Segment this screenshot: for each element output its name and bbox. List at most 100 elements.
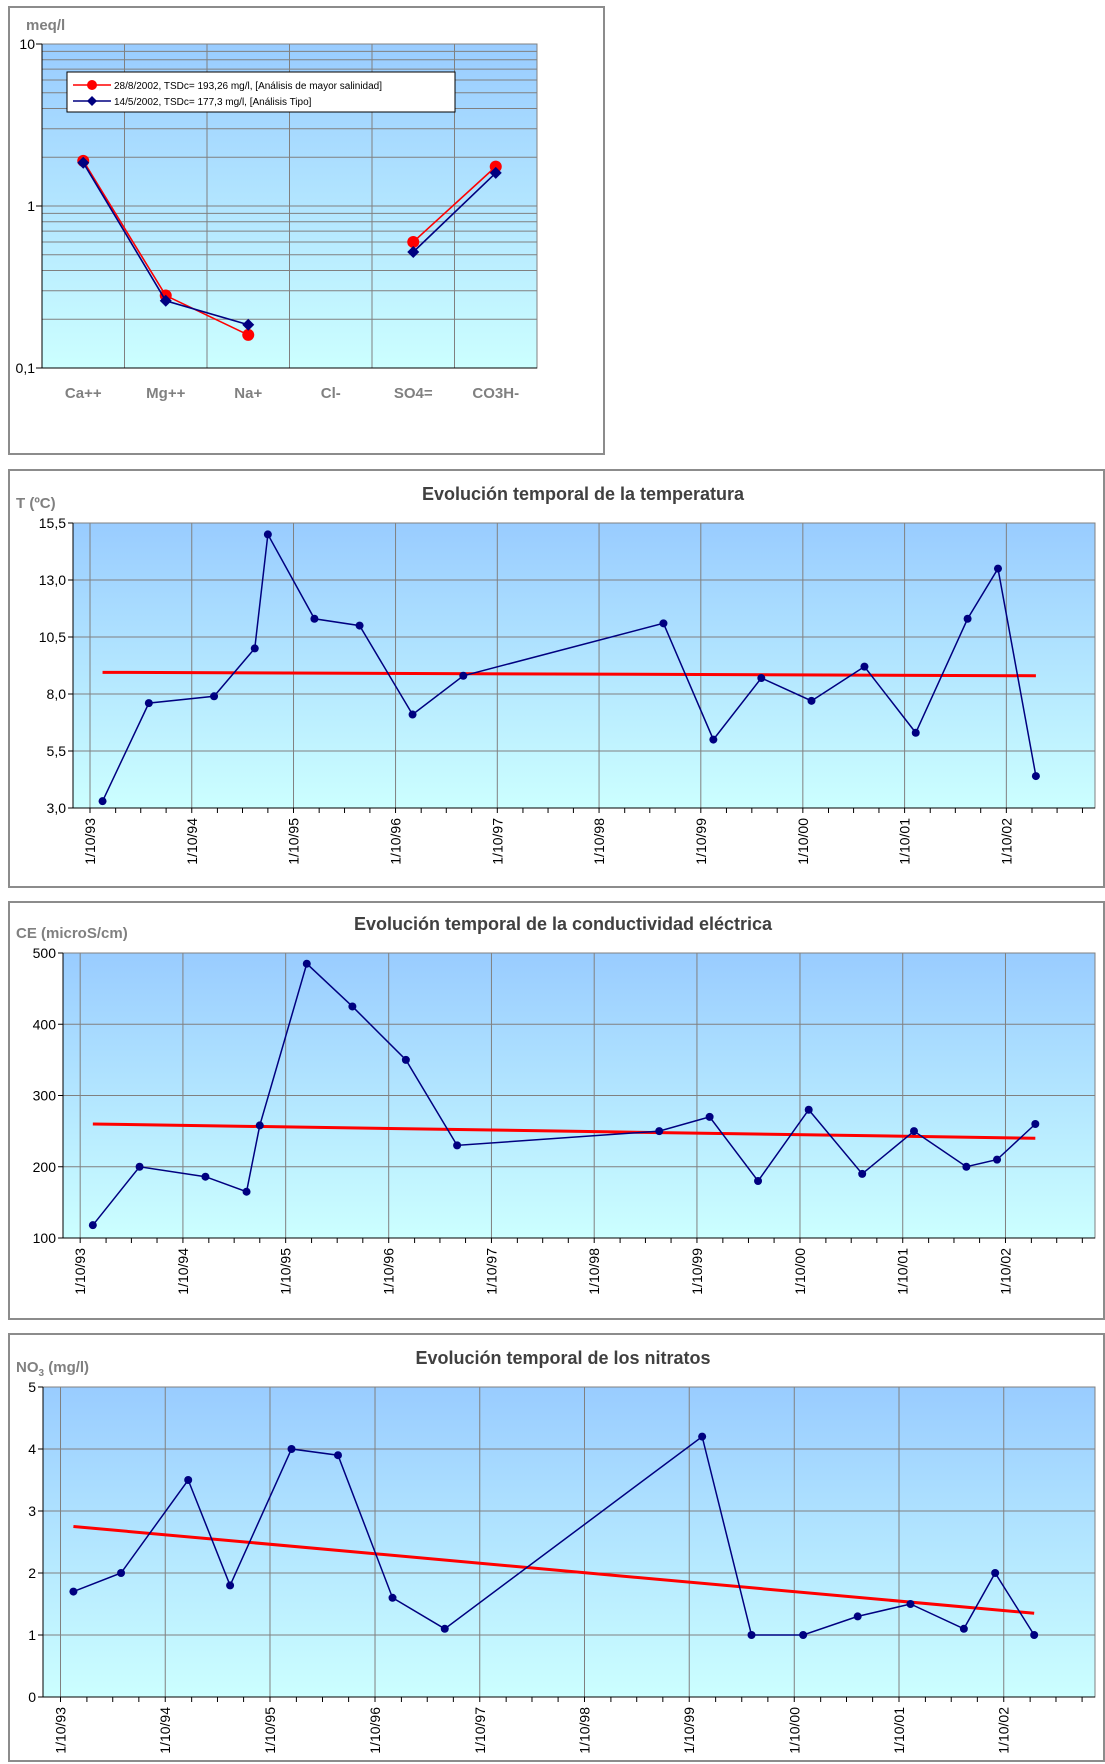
- data-point: [959, 1624, 968, 1633]
- data-point: [355, 621, 364, 630]
- data-point: [440, 1624, 449, 1633]
- data-point: [1031, 1120, 1040, 1128]
- data-point: [489, 160, 502, 173]
- y-tick-label: 1: [28, 1627, 36, 1643]
- trend-line-series: [73, 1525, 1035, 1615]
- plot-area: [43, 1387, 1095, 1697]
- y-axis-label: NO3 (mg/l): [16, 1359, 89, 1379]
- data-point: [993, 1155, 1002, 1164]
- y-tick-label: 8,0: [47, 686, 67, 702]
- data-point: [705, 1112, 714, 1121]
- x-category-label: Mg++: [146, 385, 185, 402]
- x-tick-label: 1/10/98: [576, 1707, 592, 1754]
- data-point: [962, 1162, 971, 1171]
- data-point: [1030, 1631, 1039, 1639]
- data-point: [659, 619, 668, 628]
- conductivity-chart-panel: 500 400 300 200 100 1/10/93 1/10/94 1/10/95 1/10…: [8, 901, 1105, 1320]
- x-tick-label: 1/10/99: [693, 818, 709, 865]
- data-point: [333, 1451, 342, 1460]
- x-tick-label: 1/10/98: [591, 818, 607, 865]
- data-point: [991, 1569, 1000, 1577]
- data-point: [655, 1127, 664, 1136]
- x-category-label: Na+: [234, 385, 262, 402]
- nitrate-chart: 5 4 3 2 1 0 1/10/93 1/10/94 1/10/95 1/10/96 1/10/9…: [16, 1348, 1096, 1754]
- y-axis-label-sub: 3: [39, 1368, 45, 1379]
- y-axis-label-part: NO: [16, 1359, 39, 1376]
- x-tick-label: 1/10/01: [891, 1707, 907, 1754]
- data-point: [242, 318, 255, 331]
- data-point: [242, 1187, 251, 1196]
- x-tick-label: 1/10/02: [997, 1248, 1013, 1295]
- data-point: [1031, 772, 1040, 781]
- data-point: [453, 1141, 462, 1150]
- data-point: [242, 328, 255, 341]
- trend-line-series: [102, 670, 1036, 678]
- y-tick-label: 100: [33, 1230, 57, 1246]
- legend-swatch-marker: [87, 80, 97, 90]
- trend-line: [92, 1122, 1036, 1140]
- series-tipo: [77, 156, 502, 331]
- x-tick-label: 1/10/95: [286, 818, 302, 865]
- data-point: [159, 294, 172, 307]
- y-axis-label: CE (microS/cm): [16, 925, 128, 942]
- data-point: [963, 614, 972, 623]
- data-point: [88, 1221, 97, 1230]
- chart-title: Evolución temporal de la temperatura: [422, 484, 745, 504]
- data-point: [226, 1581, 235, 1590]
- x-tick-label: 1/10/97: [472, 1707, 488, 1754]
- data-series: [98, 530, 1040, 806]
- data-point: [401, 1055, 410, 1064]
- trend-line: [102, 670, 1036, 678]
- ion-chart: meq/l 10 1 0,1 Ca++ Mg++ Na+ Cl- SO4= CO3H- 28/8/2…: [16, 17, 538, 402]
- data-series: [69, 1432, 1039, 1639]
- data-point: [804, 1105, 813, 1114]
- legend-box: [66, 71, 456, 113]
- y-axis-label-part: (mg/l): [44, 1359, 89, 1376]
- temperature-chart-panel: 15,5 13,0 10,5 8,0 5,5 3,0 1/10/93 1/10/94 1/10/…: [8, 469, 1105, 888]
- data-point: [754, 1177, 763, 1185]
- data-point: [909, 1127, 918, 1136]
- x-category-label: Cl-: [321, 385, 341, 402]
- x-tick-label: 1/10/99: [681, 1707, 697, 1754]
- x-tick-label: 1/10/93: [53, 1707, 69, 1754]
- x-tick-label: 1/10/01: [897, 818, 913, 865]
- legend-entry: 28/8/2002, TSDc= 193,26 mg/l, [Análisis …: [114, 81, 382, 92]
- data-point: [255, 1121, 264, 1130]
- x-tick-label: 1/10/00: [795, 818, 811, 865]
- data-point: [310, 614, 319, 623]
- y-tick-label: 3,0: [47, 800, 67, 816]
- y-tick-label: 200: [33, 1159, 57, 1175]
- data-point: [807, 696, 816, 705]
- data-point: [250, 644, 259, 653]
- y-tick-label: 10: [19, 36, 35, 52]
- data-point: [348, 1002, 357, 1011]
- legend-swatch-marker: [87, 96, 97, 106]
- x-tick-label: 1/10/94: [175, 1248, 191, 1295]
- data-point: [388, 1593, 397, 1602]
- data-point: [287, 1445, 296, 1453]
- data-point: [799, 1631, 808, 1639]
- conductivity-chart: 500 400 300 200 100 1/10/93 1/10/94 1/10/95 1/10…: [16, 914, 1096, 1295]
- x-tick-label: 1/10/02: [998, 818, 1014, 865]
- x-tick-label: 1/10/93: [82, 818, 98, 865]
- x-tick-label: 1/10/93: [72, 1248, 88, 1295]
- x-tick-label: 1/10/97: [483, 1248, 499, 1295]
- nitrate-chart-panel: 5 4 3 2 1 0 1/10/93 1/10/94 1/10/95 1/10/96 1/10/9…: [8, 1333, 1105, 1762]
- data-point: [201, 1172, 210, 1181]
- series-line: [412, 172, 497, 253]
- x-tick-label: 1/10/95: [278, 1248, 294, 1295]
- data-point: [77, 156, 90, 169]
- data-series: [88, 959, 1040, 1230]
- x-category-label: Ca++: [65, 385, 102, 402]
- x-tick-label: 1/10/96: [388, 818, 404, 865]
- data-point: [757, 674, 766, 683]
- x-tick-label: 1/10/94: [184, 818, 200, 865]
- y-axis-label: T (ºC): [16, 495, 56, 512]
- x-tick-label: 1/10/00: [786, 1707, 802, 1754]
- series-line: [92, 962, 1036, 1226]
- y-tick-label: 15,5: [39, 515, 66, 531]
- ion-chart-panel: meq/l 10 1 0,1 Ca++ Mg++ Na+ Cl- SO4= CO3H- 28/8/2…: [8, 6, 605, 455]
- data-point: [184, 1476, 193, 1484]
- data-point: [408, 710, 417, 719]
- chart-title: Evolución temporal de la conductividad e…: [354, 914, 773, 934]
